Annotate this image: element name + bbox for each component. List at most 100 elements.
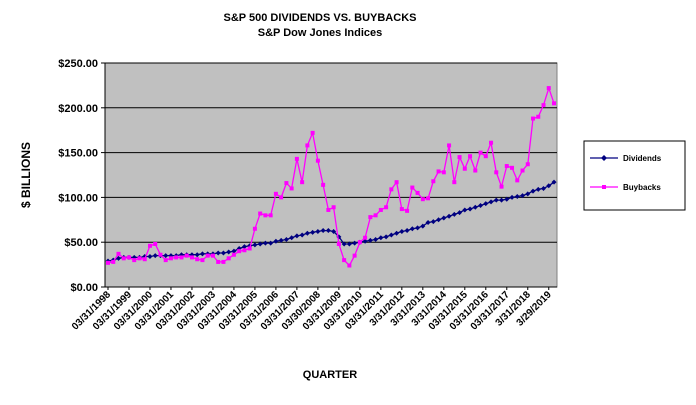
data-point (153, 241, 158, 246)
data-point (289, 186, 294, 191)
data-point (409, 226, 415, 232)
data-point (347, 263, 352, 268)
data-point (315, 158, 320, 163)
data-point (184, 253, 189, 258)
data-point (342, 258, 347, 263)
data-point (531, 116, 536, 121)
data-point (378, 235, 384, 241)
data-point (215, 250, 221, 256)
data-point (283, 237, 289, 243)
data-point (541, 103, 546, 108)
data-point (483, 201, 489, 207)
legend-marker (601, 155, 607, 161)
legend-item-dividends: Dividends (590, 154, 662, 163)
data-point (142, 257, 147, 262)
data-point (488, 199, 494, 205)
data-point (389, 187, 394, 192)
data-point (279, 195, 284, 200)
series-buybacks (106, 86, 556, 268)
data-point (446, 213, 452, 219)
data-point (483, 154, 488, 159)
data-point (168, 256, 173, 261)
data-point (152, 253, 158, 259)
data-point (425, 219, 431, 225)
data-point (111, 259, 116, 264)
data-point (472, 204, 478, 210)
data-point (510, 165, 515, 170)
data-point (520, 168, 525, 173)
data-point (326, 207, 331, 212)
data-point (436, 169, 441, 174)
data-point (415, 190, 420, 195)
legend: Dividends Buybacks (583, 140, 686, 211)
data-point (163, 258, 168, 263)
data-point (294, 156, 299, 161)
data-point (220, 250, 226, 256)
data-point (199, 251, 205, 257)
data-point (294, 233, 300, 239)
data-point (137, 256, 142, 261)
data-point (252, 226, 257, 231)
data-point (341, 241, 347, 247)
data-point (331, 205, 336, 210)
data-point (263, 213, 268, 218)
data-point (237, 249, 242, 254)
grid-lines (105, 62, 557, 243)
data-point (552, 101, 556, 106)
data-point (525, 162, 530, 167)
legend-label: Dividends (623, 154, 662, 163)
data-point (247, 246, 252, 251)
data-point (399, 207, 404, 212)
data-point (541, 185, 547, 191)
y-tick-label: $50.00 (64, 237, 98, 249)
data-point (116, 251, 121, 256)
data-point (158, 252, 163, 257)
data-point (325, 228, 331, 234)
legend-item-buybacks: Buybacks (590, 183, 661, 192)
y-axis-label: $ BILLIONS (19, 142, 33, 208)
data-point (310, 229, 316, 235)
data-point (509, 194, 515, 200)
data-point (163, 253, 169, 259)
data-point (436, 217, 442, 223)
data-point (430, 219, 436, 225)
data-point (368, 215, 373, 220)
data-point (473, 168, 478, 173)
data-point (362, 238, 368, 244)
data-point (525, 191, 531, 197)
data-point (363, 235, 368, 240)
data-point (147, 254, 153, 260)
data-point (226, 249, 232, 255)
legend-label: Buybacks (623, 183, 661, 192)
y-tick-label: $100.00 (58, 192, 98, 204)
y-tick-label: $150.00 (58, 148, 98, 160)
data-point (478, 150, 483, 155)
data-point (478, 202, 484, 208)
data-point (194, 252, 200, 258)
data-point (189, 255, 194, 260)
data-point (242, 248, 247, 253)
legend-box (583, 140, 686, 211)
data-point (551, 179, 557, 185)
data-point (426, 196, 431, 201)
data-point (388, 232, 394, 238)
data-point (106, 260, 110, 265)
data-point (231, 248, 237, 254)
legend-marker (602, 185, 606, 189)
data-point (441, 170, 446, 175)
data-point (315, 228, 321, 234)
data-point (394, 180, 399, 185)
data-point (210, 253, 215, 258)
data-point (305, 143, 310, 148)
data-point (278, 237, 284, 243)
data-point (451, 211, 457, 217)
data-point (536, 114, 541, 119)
data-point (168, 253, 174, 259)
data-point (546, 86, 551, 91)
data-point (378, 207, 383, 212)
data-point (231, 252, 236, 257)
y-tick-label: $200.00 (58, 103, 98, 115)
y-tick-label: $250.00 (58, 58, 98, 70)
y-tick-label: $0.00 (70, 282, 98, 294)
chart-subtitle: S&P Dow Jones Indices (258, 27, 383, 39)
